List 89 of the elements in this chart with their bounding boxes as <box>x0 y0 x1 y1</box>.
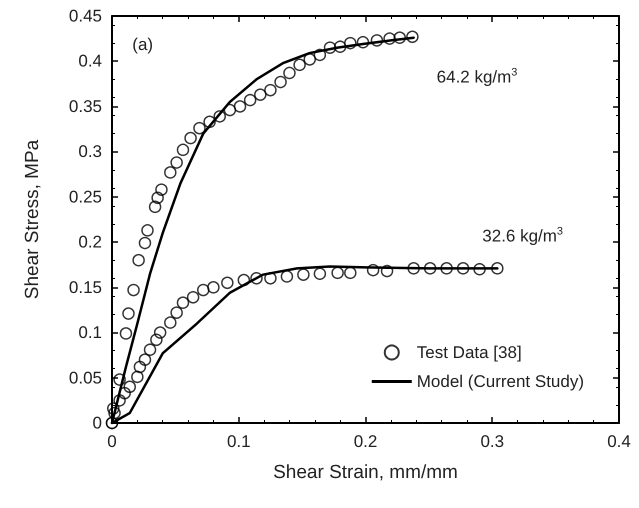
y-tick-label: 0.15 <box>68 278 102 297</box>
point <box>250 272 263 285</box>
point <box>138 353 152 366</box>
point <box>254 88 267 101</box>
point <box>164 166 177 179</box>
point <box>148 200 162 214</box>
point <box>154 326 166 339</box>
point <box>491 262 504 275</box>
point <box>366 264 380 276</box>
point <box>380 264 394 278</box>
point <box>264 272 277 285</box>
point <box>244 94 256 106</box>
point <box>393 31 406 44</box>
point <box>297 268 310 281</box>
legend-label: Model (Current Study) <box>416 372 584 391</box>
point <box>283 66 296 80</box>
y-axis-title: Shear Stress, MPa <box>22 139 43 300</box>
point <box>124 380 136 394</box>
point <box>214 110 226 123</box>
y-tick-label: 0.25 <box>68 187 102 206</box>
y-tick-label: 0.05 <box>68 368 102 388</box>
y-tick-label: 0.3 <box>78 142 102 162</box>
point <box>164 316 177 329</box>
point <box>155 183 168 196</box>
point <box>274 76 287 88</box>
y-tick-label: 0.45 <box>68 6 102 26</box>
point <box>170 156 183 169</box>
point <box>264 84 277 96</box>
x-tick-label: 0.2 <box>354 432 378 451</box>
point <box>138 236 152 250</box>
point <box>134 360 146 374</box>
point <box>141 224 154 237</box>
point <box>113 394 126 407</box>
point <box>238 274 250 286</box>
point <box>456 262 470 275</box>
point <box>127 284 140 296</box>
point <box>186 291 200 304</box>
point <box>314 48 326 62</box>
point <box>203 116 216 128</box>
point <box>184 132 197 144</box>
point <box>370 34 384 47</box>
point <box>293 58 306 72</box>
point <box>344 266 357 280</box>
point <box>150 334 163 346</box>
point <box>473 262 486 276</box>
x-tick-label: 0 <box>107 432 117 451</box>
point <box>151 192 164 204</box>
point <box>221 276 234 290</box>
point <box>132 254 145 266</box>
y-tick-label: 0.35 <box>68 96 102 116</box>
point <box>224 104 236 116</box>
point <box>108 406 121 420</box>
point <box>334 40 346 53</box>
x-tick-label: 0.3 <box>480 432 504 451</box>
y-tick-label: 0.2 <box>78 232 102 252</box>
point <box>207 281 220 294</box>
point <box>406 30 419 44</box>
x-axis-title: Shear Strain, mm/mm <box>273 462 458 483</box>
point <box>440 262 453 275</box>
point <box>303 53 316 66</box>
point <box>144 343 156 356</box>
point <box>107 402 120 415</box>
point <box>170 306 183 319</box>
point <box>344 36 357 50</box>
point <box>176 296 190 309</box>
point <box>131 370 144 384</box>
point <box>314 268 326 280</box>
point <box>280 270 294 283</box>
point <box>113 373 126 386</box>
legend-label: Test Data [38] <box>416 343 522 362</box>
y-tick-label: 0.1 <box>78 323 102 342</box>
annotation: (a) <box>132 34 154 54</box>
x-tick-label: 0.1 <box>226 432 251 451</box>
point <box>356 36 370 48</box>
point <box>234 100 246 113</box>
point <box>120 327 132 340</box>
point <box>324 41 336 54</box>
point <box>407 262 420 275</box>
y-tick-label: 0.4 <box>78 52 102 71</box>
point <box>122 307 135 320</box>
y-tick-label: 0 <box>92 414 102 432</box>
point <box>118 386 131 400</box>
point <box>193 122 206 134</box>
point <box>331 266 344 280</box>
point <box>383 32 396 45</box>
point <box>197 284 210 296</box>
point <box>176 144 190 156</box>
x-tick-label: 0.4 <box>607 432 631 451</box>
point <box>424 262 436 275</box>
